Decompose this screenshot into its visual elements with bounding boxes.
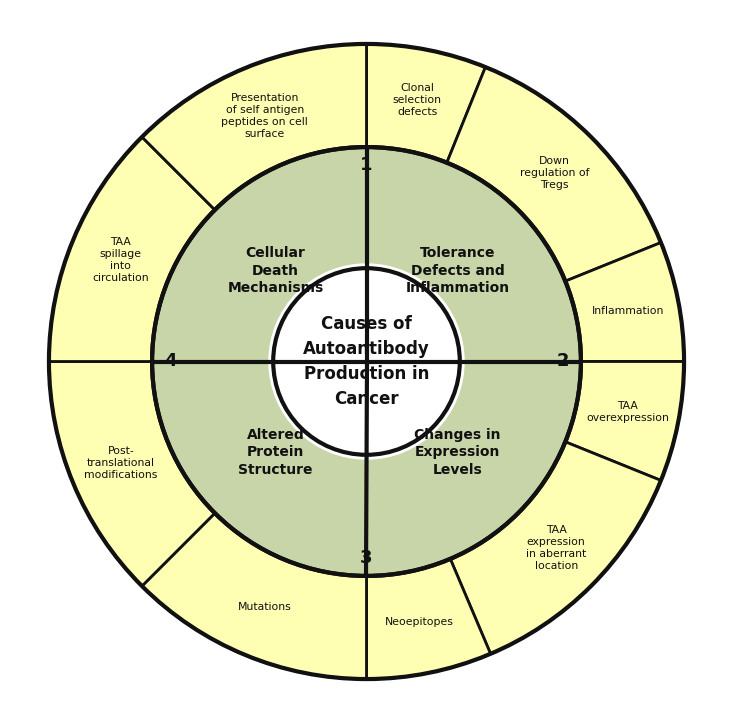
- Wedge shape: [366, 44, 485, 163]
- Text: Presentation
of self antigen
peptides on cell
surface: Presentation of self antigen peptides on…: [221, 93, 308, 139]
- Text: Mutations: Mutations: [237, 602, 292, 612]
- Wedge shape: [565, 242, 684, 362]
- Wedge shape: [49, 362, 215, 586]
- Text: 1: 1: [360, 156, 373, 174]
- Text: Inflammation: Inflammation: [592, 306, 664, 316]
- Text: Clonal
selection
defects: Clonal selection defects: [393, 83, 442, 117]
- Text: Post-
translational
modifications: Post- translational modifications: [84, 446, 158, 480]
- Text: Altered
Protein
Structure: Altered Protein Structure: [238, 428, 313, 476]
- Text: Tolerance
Defects and
Inflammation: Tolerance Defects and Inflammation: [405, 247, 509, 295]
- Wedge shape: [142, 44, 366, 210]
- Circle shape: [273, 268, 460, 455]
- Wedge shape: [49, 137, 215, 362]
- Circle shape: [152, 147, 581, 576]
- Text: 2: 2: [556, 353, 569, 370]
- Text: TAA
expression
in aberrant
location: TAA expression in aberrant location: [526, 525, 586, 571]
- Wedge shape: [450, 442, 661, 654]
- Text: TAA
spillage
into
circulation: TAA spillage into circulation: [92, 236, 149, 283]
- Wedge shape: [268, 263, 465, 460]
- Text: Changes in
Expression
Levels: Changes in Expression Levels: [414, 428, 501, 476]
- Text: TAA
overexpression: TAA overexpression: [586, 401, 669, 423]
- Text: Cellular
Death
Mechanisms: Cellular Death Mechanisms: [227, 247, 324, 295]
- Wedge shape: [366, 559, 490, 679]
- Text: Neoepitopes: Neoepitopes: [385, 617, 454, 627]
- Text: 4: 4: [164, 353, 177, 370]
- Wedge shape: [142, 513, 366, 679]
- Wedge shape: [565, 362, 684, 481]
- Text: Down
regulation of
Tregs: Down regulation of Tregs: [520, 156, 589, 190]
- Text: 3: 3: [360, 549, 373, 567]
- Text: Causes of
Autoantibody
Production in
Cancer: Causes of Autoantibody Production in Can…: [303, 315, 430, 408]
- Wedge shape: [447, 67, 661, 281]
